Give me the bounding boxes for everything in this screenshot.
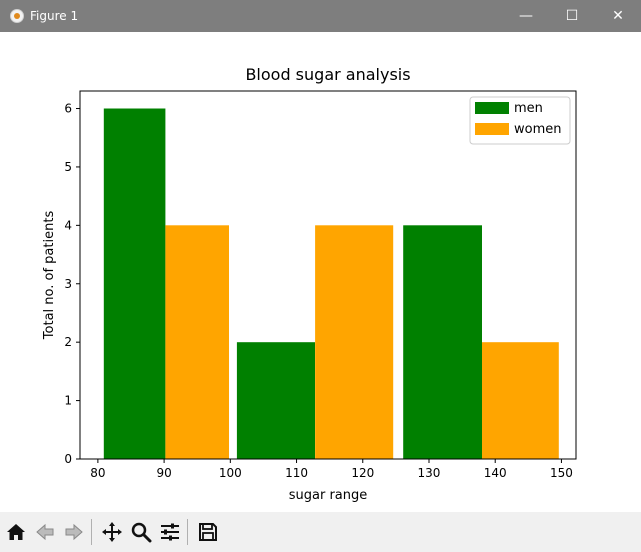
chart-title: Blood sugar analysis	[245, 65, 410, 84]
x-tick-label: 120	[351, 466, 374, 480]
bar-men-2	[403, 225, 482, 459]
forward-icon[interactable]	[61, 518, 87, 546]
matplotlib-icon	[10, 9, 24, 23]
x-axis-ticks: 80 90 100 110 120 130 140 150	[90, 459, 573, 480]
x-axis-label: sugar range	[289, 488, 368, 503]
y-axis-label: Total no. of patients	[42, 211, 57, 341]
back-icon[interactable]	[32, 518, 58, 546]
y-tick-label: 2	[64, 335, 72, 349]
figure-canvas: Blood sugar analysis 80 90 100 110 120 130 140…	[0, 32, 641, 512]
bar-women-1	[315, 225, 394, 459]
minimize-button[interactable]: —	[519, 8, 533, 24]
bar-men-1	[236, 342, 315, 459]
close-button[interactable]: ✕	[612, 8, 624, 24]
y-tick-label: 6	[64, 102, 72, 116]
y-tick-label: 0	[64, 452, 72, 466]
toolbar-separator	[187, 519, 188, 545]
legend: men women	[469, 96, 571, 145]
bar-chart: Blood sugar analysis 80 90 100 110 120 130 140…	[42, 65, 577, 503]
toolbar-separator	[91, 519, 92, 545]
window-controls: — ☐ ✕	[503, 0, 641, 32]
y-axis-ticks: 0 1 2 3 4 5 6	[64, 102, 80, 466]
window-titlebar: Figure 1 — ☐ ✕	[0, 0, 641, 32]
y-tick-label: 3	[64, 277, 72, 291]
bar-women-0	[165, 225, 229, 459]
window-title: Figure 1	[30, 9, 79, 23]
x-tick-label: 90	[156, 466, 171, 480]
x-tick-label: 150	[550, 466, 573, 480]
bar-men-0	[103, 108, 166, 459]
home-icon[interactable]	[3, 518, 29, 546]
x-tick-label: 130	[418, 466, 441, 480]
x-tick-label: 100	[219, 466, 242, 480]
legend-swatch-men	[475, 102, 509, 114]
configure-subplots-icon[interactable]	[157, 518, 183, 546]
x-tick-label: 140	[484, 466, 507, 480]
y-tick-label: 4	[64, 218, 72, 232]
y-tick-label: 1	[64, 394, 72, 408]
y-tick-label: 5	[64, 160, 72, 174]
x-tick-label: 80	[90, 466, 105, 480]
legend-swatch-women	[475, 123, 509, 135]
x-tick-label: 110	[285, 466, 308, 480]
bar-women-2	[482, 342, 559, 459]
maximize-button[interactable]: ☐	[565, 8, 579, 24]
pan-icon[interactable]	[99, 518, 125, 546]
save-icon[interactable]	[195, 518, 221, 546]
plot-frame	[79, 90, 577, 460]
legend-label-women: women	[514, 122, 562, 137]
zoom-icon[interactable]	[128, 518, 154, 546]
bars-group	[103, 108, 559, 459]
legend-label-men: men	[514, 101, 543, 116]
navigation-toolbar	[0, 512, 641, 552]
